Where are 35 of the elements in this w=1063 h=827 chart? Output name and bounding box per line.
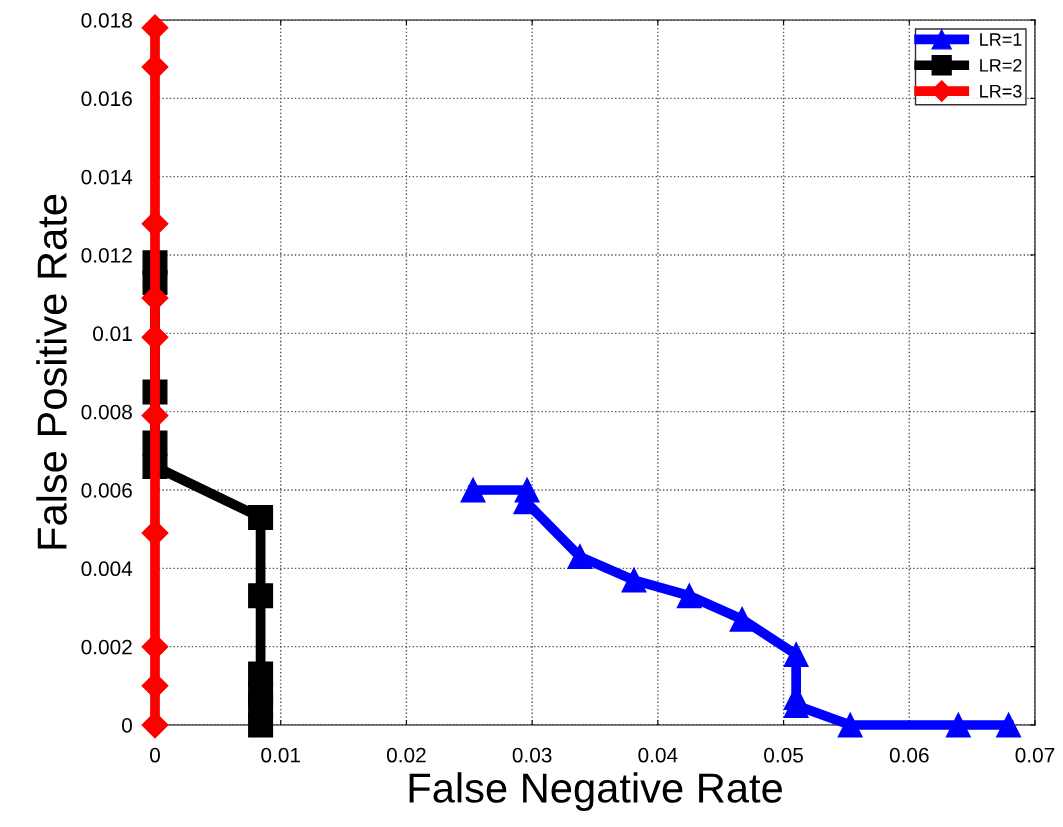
y-tick-label: 0 [122,718,132,733]
point [248,583,274,609]
y-tick-label: 0.012 [81,248,132,263]
x-tick-label: 0.03 [512,747,552,763]
y-tick-label: 0.004 [81,561,133,577]
x-tick-label: 0.01 [261,747,300,763]
x-tick-label: 0.07 [1015,747,1055,763]
y-tick-label: 0.008 [81,404,132,420]
point [676,583,702,609]
point [996,712,1022,738]
point [248,504,274,530]
point [729,606,755,632]
legend-label: LR=3 [980,84,1022,98]
legend-label: LR=2 [980,58,1022,72]
point [837,712,863,738]
x-tick-label: 0 [150,747,160,763]
point [460,477,486,503]
x-axis-title: False Negative Rate [409,772,782,812]
y-tick-label: 0.006 [81,483,132,498]
point [621,567,647,593]
y-tick-label: 0.014 [81,169,133,185]
x-tick-label: 0.02 [386,747,426,763]
x-tick-label: 0.06 [889,747,929,763]
x-tick-label: 0.05 [764,747,803,763]
legend-label: LR=1 [980,33,1022,46]
point [567,544,593,570]
point [783,641,809,668]
y-tick-label: 0.016 [81,91,132,107]
y-tick-label: 0.018 [81,13,132,28]
y-tick-label: 0.002 [81,639,132,655]
x-tick-label: 0.04 [638,747,678,763]
point [248,712,274,738]
point [945,712,971,738]
y-tick-label: 0.01 [93,326,132,342]
y-axis-title: False Positive Rate [36,194,67,549]
